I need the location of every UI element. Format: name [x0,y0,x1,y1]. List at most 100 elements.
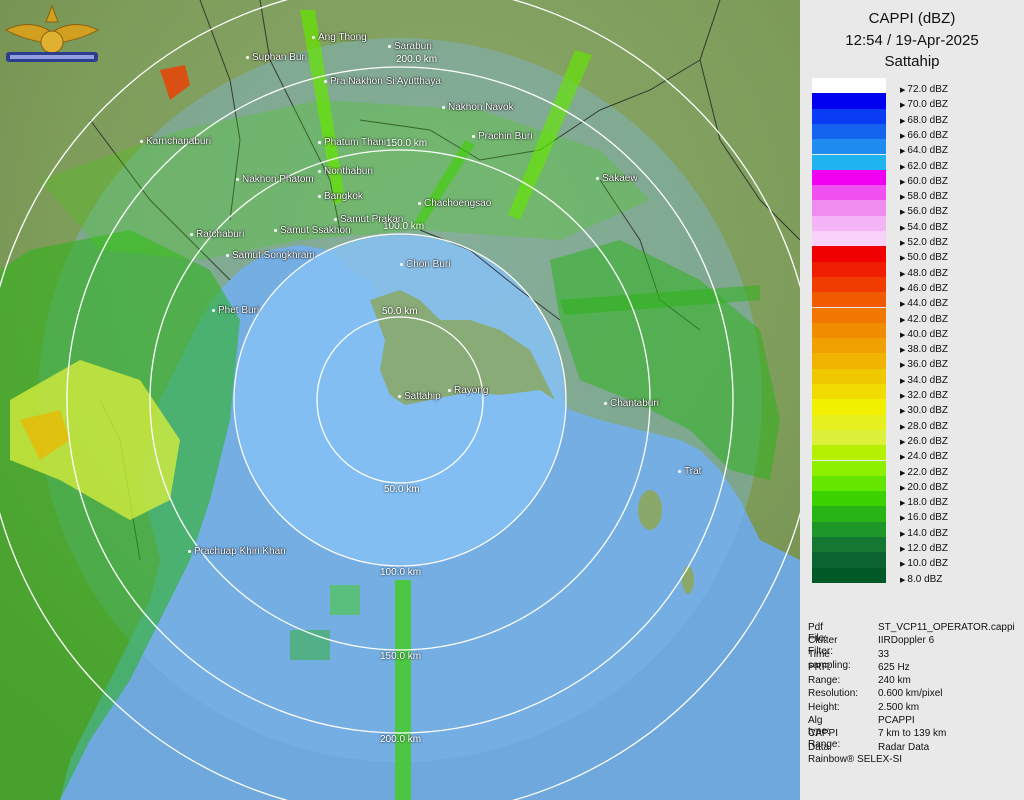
legend-label: ▶ 30.0 dBZ [900,405,948,416]
radar-map[interactable]: 50.0 km 100.0 km 150.0 km 200.0 km 50.0 … [0,0,800,800]
legend-label: ▶ 46.0 dBZ [900,283,948,294]
legend-arrow-icon: ▶ [900,102,906,110]
legend-arrow-icon: ▶ [900,347,906,355]
legend-value: 56.0 dBZ [907,206,948,218]
legend-label: ▶ 42.0 dBZ [900,314,948,325]
legend-arrow-icon: ▶ [900,255,906,263]
legend-arrow-icon: ▶ [900,270,906,278]
legend-label: ▶ 50.0 dBZ [900,252,948,263]
legend-swatch [812,93,886,109]
legend-arrow-icon: ▶ [900,484,906,492]
legend-arrow-icon: ▶ [900,393,906,400]
legend-value: 50.0 dBZ [907,252,948,264]
metadata-key: Height: [808,701,840,713]
city-label: Saraburi [388,41,432,52]
city-label: Nakhon Navok [442,102,514,113]
legend-swatch [812,506,886,522]
legend-label: ▶ 26.0 dBZ [900,436,948,447]
legend-value: 30.0 dBZ [907,405,948,417]
legend-label: ▶ 18.0 dBZ [900,497,948,508]
legend-swatch [812,475,886,492]
legend-value: 26.0 dBZ [907,435,948,447]
legend-swatch [812,445,886,461]
legend-value: 36.0 dBZ [907,359,948,371]
island-chang [638,490,662,530]
legend-value: 72.0 dBZ [907,84,948,95]
legend-value: 40.0 dBZ [907,328,948,340]
legend-label: ▶ 36.0 dBZ [900,359,948,370]
legend-swatch [812,185,886,201]
legend-label: ▶ 32.0 dBZ [900,390,948,401]
legend-swatch [812,231,886,247]
legend-arrow-icon: ▶ [900,423,906,431]
legend-swatch [812,552,886,568]
city-label: Sakaew [596,173,638,184]
legend-arrow-icon: ▶ [900,331,906,339]
legend-value: 64.0 dBZ [907,145,948,157]
legend-swatch [812,123,886,140]
legend-label: ▶ 40.0 dBZ [900,329,948,340]
metadata-key: Clutter Filter: [808,635,838,658]
city-label: Nakhon Phatom [236,174,314,185]
legend-value: 8.0 dBZ [907,573,943,585]
city-label: Samut Prakan [334,214,403,225]
legend-swatch [812,368,886,384]
legend-label: ▶ 56.0 dBZ [900,206,948,217]
metadata-key: Pdf File: [808,622,827,644]
metadata-value: IIRDoppler 6 [878,635,935,647]
legend-swatch [812,567,886,583]
legend-swatch [812,307,886,323]
metadata-key: Data: [808,741,832,753]
legend-swatch [812,139,886,155]
legend-label: ▶ 68.0 dBZ [900,115,948,126]
ring-100 [233,233,567,567]
legend-arrow-icon: ▶ [900,163,906,171]
legend-label: ▶ 24.0 dBZ [900,451,948,462]
legend-label: ▶ 8.0 dBZ [900,574,942,585]
legend-swatch [812,200,886,216]
legend-arrow-icon: ▶ [900,224,906,232]
city-label: Bangkok [318,191,363,202]
legend-arrow-icon: ▶ [900,408,906,416]
metadata-value: 0.600 km/pixel [878,688,943,700]
city-label: Nonthaburi [318,166,373,177]
ring-label-100: 100.0 km [380,567,422,578]
city-label: Suphan Buri [246,52,307,63]
legend-arrow-icon: ▶ [900,240,906,247]
city-label: Pra Nakhon Si Ayutthaya [324,76,441,87]
info-panel: CAPPI (dBZ) 12:54 / 19-Apr-2025 Sattahip… [800,0,1024,800]
rainfall-echoes [0,10,780,800]
agency-logo [4,4,100,62]
legend-value: 62.0 dBZ [907,160,948,172]
legend-value: 10.0 dBZ [907,558,948,570]
legend-label: ▶ 70.0 dBZ [900,99,948,110]
ring-200 [66,66,734,734]
metadata-value: 7 km to 139 km [878,728,947,740]
legend-arrow-icon: ▶ [900,469,906,477]
legend-arrow-icon: ▶ [900,117,906,125]
legend-value: 58.0 dBZ [907,191,948,203]
legend-label: ▶ 54.0 dBZ [900,222,948,233]
legend-swatch [812,429,886,446]
legend-value: 34.0 dBZ [907,374,948,386]
legend-arrow-icon: ▶ [900,362,906,370]
island-kood [682,566,694,594]
city-label: Trat [678,466,701,477]
city-label: Rayong [448,385,488,396]
city-label: Chachoengsao [418,198,491,209]
metadata-value: 2.500 km [878,701,920,713]
legend-value: 24.0 dBZ [907,451,948,463]
metadata-key: Range: [808,675,841,687]
legend-swatch [812,261,886,277]
legend-value: 70.0 dBZ [907,99,948,111]
legend-swatch [812,215,886,231]
metadata-key: CAPPI Range: [808,728,841,751]
metadata-key: Time sampling: [808,648,851,671]
legend-swatch [812,460,886,476]
city-label: Samut Songkhram [226,250,315,261]
metadata-value: ST_VCP11_OPERATOR.cappi [878,622,1015,633]
city-label: Phet Buri [212,305,259,316]
legend-value: 46.0 dBZ [907,282,948,294]
legend-value: 12.0 dBZ [907,543,948,554]
legend-arrow-icon: ▶ [900,576,906,584]
